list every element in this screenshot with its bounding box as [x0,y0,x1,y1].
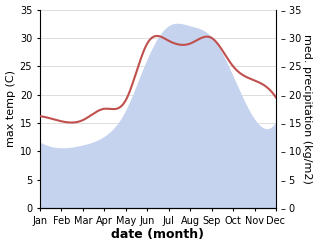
X-axis label: date (month): date (month) [111,228,204,242]
Y-axis label: med. precipitation (kg/m2): med. precipitation (kg/m2) [302,34,313,184]
Y-axis label: max temp (C): max temp (C) [5,70,16,147]
